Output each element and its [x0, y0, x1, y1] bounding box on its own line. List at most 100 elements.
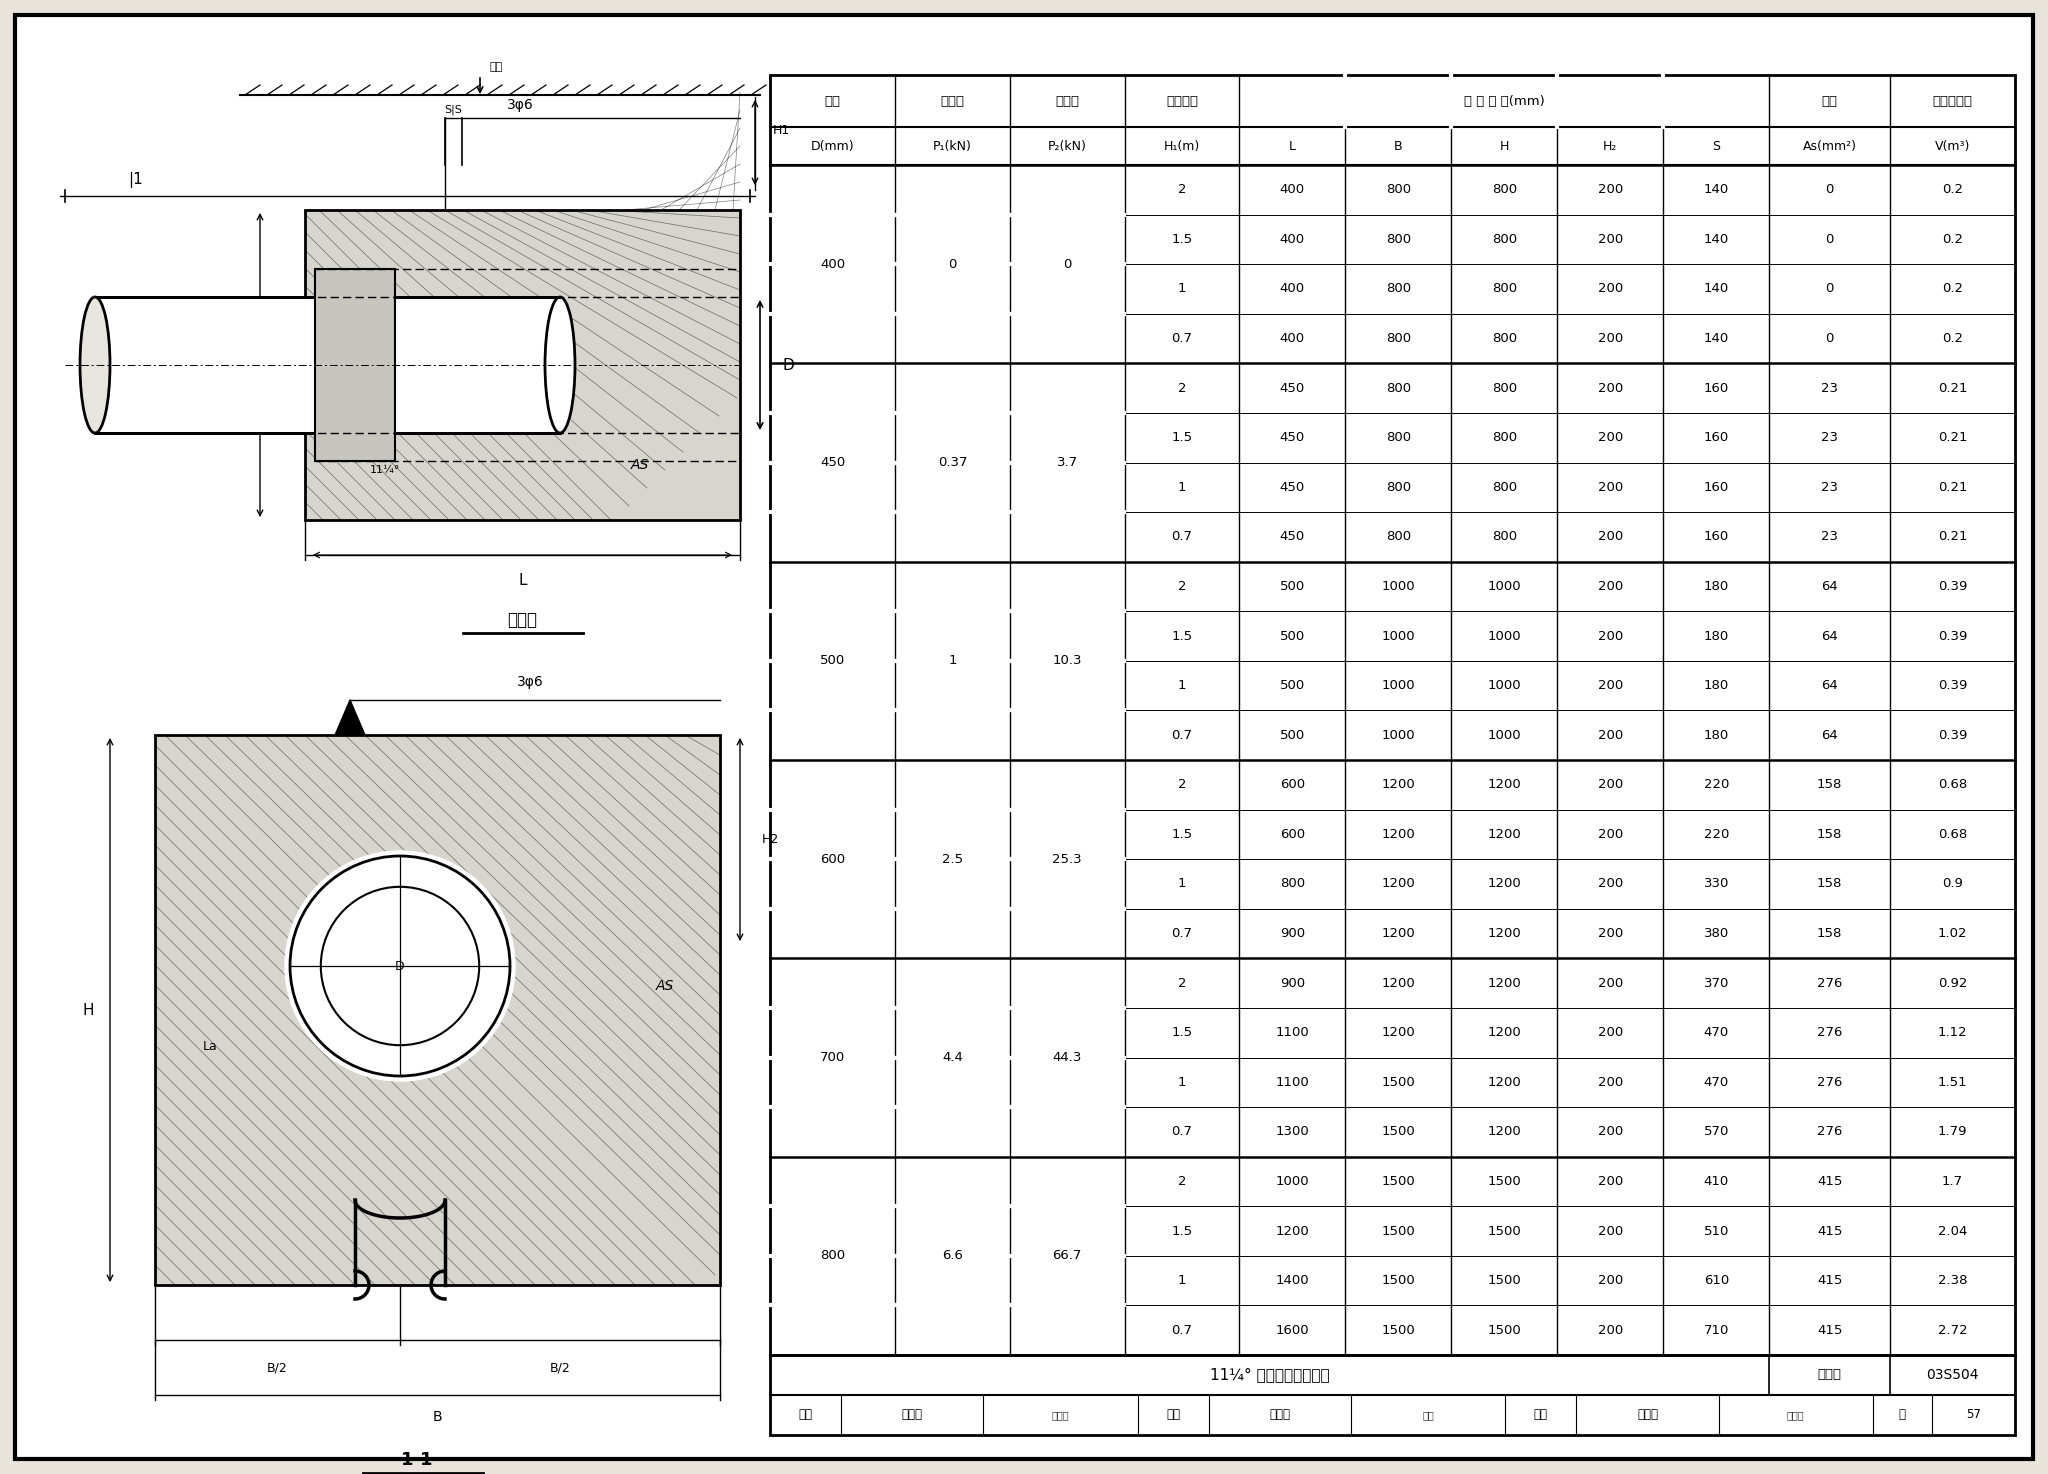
Bar: [94, 296, 559, 433]
Bar: [305, 209, 739, 520]
Text: 800: 800: [1491, 531, 1518, 544]
Text: 3.7: 3.7: [1057, 455, 1077, 469]
Text: 1000: 1000: [1382, 728, 1415, 741]
Text: 0.2: 0.2: [1942, 183, 1962, 196]
Text: 380: 380: [1704, 927, 1729, 940]
Text: 500: 500: [1280, 728, 1305, 741]
Text: 800: 800: [1386, 283, 1411, 295]
Text: 1000: 1000: [1487, 629, 1522, 643]
Text: As(mm²): As(mm²): [1802, 140, 1858, 152]
Text: 200: 200: [1597, 728, 1622, 741]
Text: 800: 800: [819, 1250, 846, 1262]
Text: 0.7: 0.7: [1171, 332, 1192, 345]
Text: 0.39: 0.39: [1937, 579, 1968, 593]
Text: 校对: 校对: [1165, 1409, 1180, 1421]
Text: 1000: 1000: [1276, 1175, 1309, 1188]
Text: 1.5: 1.5: [1171, 1225, 1192, 1238]
Text: H2: H2: [762, 833, 778, 846]
Text: 1200: 1200: [1382, 828, 1415, 840]
Text: 1000: 1000: [1487, 728, 1522, 741]
Text: 600: 600: [1280, 778, 1305, 792]
Text: 200: 200: [1597, 1274, 1622, 1287]
Text: 0.2: 0.2: [1942, 283, 1962, 295]
Text: 1200: 1200: [1276, 1225, 1309, 1238]
Text: 1500: 1500: [1487, 1324, 1522, 1337]
Text: 11¼° 垂直向下弯管支墅: 11¼° 垂直向下弯管支墅: [1210, 1368, 1329, 1383]
Text: L: L: [1288, 140, 1296, 152]
Text: D: D: [782, 358, 795, 373]
Text: 管径: 管径: [825, 94, 840, 108]
Text: 276: 276: [1817, 1076, 1843, 1089]
Text: 2.38: 2.38: [1937, 1274, 1968, 1287]
Text: 200: 200: [1597, 629, 1622, 643]
Text: 0.92: 0.92: [1937, 977, 1968, 989]
Text: 180: 180: [1704, 728, 1729, 741]
Text: 200: 200: [1597, 977, 1622, 989]
Text: 1300: 1300: [1276, 1125, 1309, 1138]
Text: 1000: 1000: [1487, 579, 1522, 593]
Text: 800: 800: [1386, 382, 1411, 395]
Text: 1200: 1200: [1487, 877, 1522, 890]
Text: 1200: 1200: [1382, 977, 1415, 989]
Text: 450: 450: [1280, 531, 1305, 544]
Text: 1200: 1200: [1487, 1125, 1522, 1138]
Text: 2.04: 2.04: [1937, 1225, 1968, 1238]
Text: 400: 400: [1280, 332, 1305, 345]
Text: 800: 800: [1386, 481, 1411, 494]
Text: B: B: [1395, 140, 1403, 152]
Text: 2: 2: [1178, 1175, 1186, 1188]
Text: 贾旭费: 贾旭费: [901, 1409, 924, 1421]
Text: 700: 700: [819, 1051, 846, 1064]
Ellipse shape: [80, 296, 111, 433]
Text: 1200: 1200: [1487, 1076, 1522, 1089]
Text: 1200: 1200: [1487, 828, 1522, 840]
Bar: [156, 736, 721, 1285]
Text: 200: 200: [1597, 481, 1622, 494]
Text: 140: 140: [1704, 283, 1729, 295]
Text: 1: 1: [1178, 680, 1186, 693]
Text: 140: 140: [1704, 183, 1729, 196]
Text: 1500: 1500: [1487, 1225, 1522, 1238]
Text: 710: 710: [1704, 1324, 1729, 1337]
Text: 800: 800: [1491, 283, 1518, 295]
Text: 23: 23: [1821, 432, 1837, 444]
Polygon shape: [336, 700, 365, 736]
Text: 2: 2: [1178, 579, 1186, 593]
Text: L: L: [518, 572, 526, 588]
Text: 2: 2: [1178, 778, 1186, 792]
Text: 800: 800: [1491, 481, 1518, 494]
Text: 500: 500: [1280, 680, 1305, 693]
Text: 200: 200: [1597, 1225, 1622, 1238]
Text: 200: 200: [1597, 1026, 1622, 1039]
Text: 1.5: 1.5: [1171, 629, 1192, 643]
Text: 0.7: 0.7: [1171, 728, 1192, 741]
Text: 200: 200: [1597, 1076, 1622, 1089]
Text: 500: 500: [1280, 579, 1305, 593]
Text: 1000: 1000: [1382, 579, 1415, 593]
Text: D(mm): D(mm): [811, 140, 854, 152]
Text: 竖向力: 竖向力: [1055, 94, 1079, 108]
Text: 800: 800: [1491, 332, 1518, 345]
Text: P₁(kN): P₁(kN): [934, 140, 973, 152]
Text: 160: 160: [1704, 531, 1729, 544]
Text: 450: 450: [819, 455, 846, 469]
Text: AS: AS: [631, 458, 649, 472]
Text: 1: 1: [1178, 283, 1186, 295]
Bar: [770, 1355, 2015, 1436]
Text: 1500: 1500: [1382, 1225, 1415, 1238]
Text: 0: 0: [948, 258, 956, 271]
Text: 200: 200: [1597, 778, 1622, 792]
Text: 158: 158: [1817, 927, 1843, 940]
Text: 混凝土用量: 混凝土用量: [1933, 94, 1972, 108]
Text: 1400: 1400: [1276, 1274, 1309, 1287]
Text: 设计: 设计: [1534, 1409, 1548, 1421]
Text: 23: 23: [1821, 481, 1837, 494]
Text: 1.7: 1.7: [1942, 1175, 1964, 1188]
Text: 1500: 1500: [1382, 1324, 1415, 1337]
Text: 200: 200: [1597, 233, 1622, 246]
Text: 1: 1: [1178, 481, 1186, 494]
Text: 200: 200: [1597, 1175, 1622, 1188]
Text: 管顶覆土: 管顶覆土: [1165, 94, 1198, 108]
Text: V(m³): V(m³): [1935, 140, 1970, 152]
Text: 64: 64: [1821, 728, 1837, 741]
